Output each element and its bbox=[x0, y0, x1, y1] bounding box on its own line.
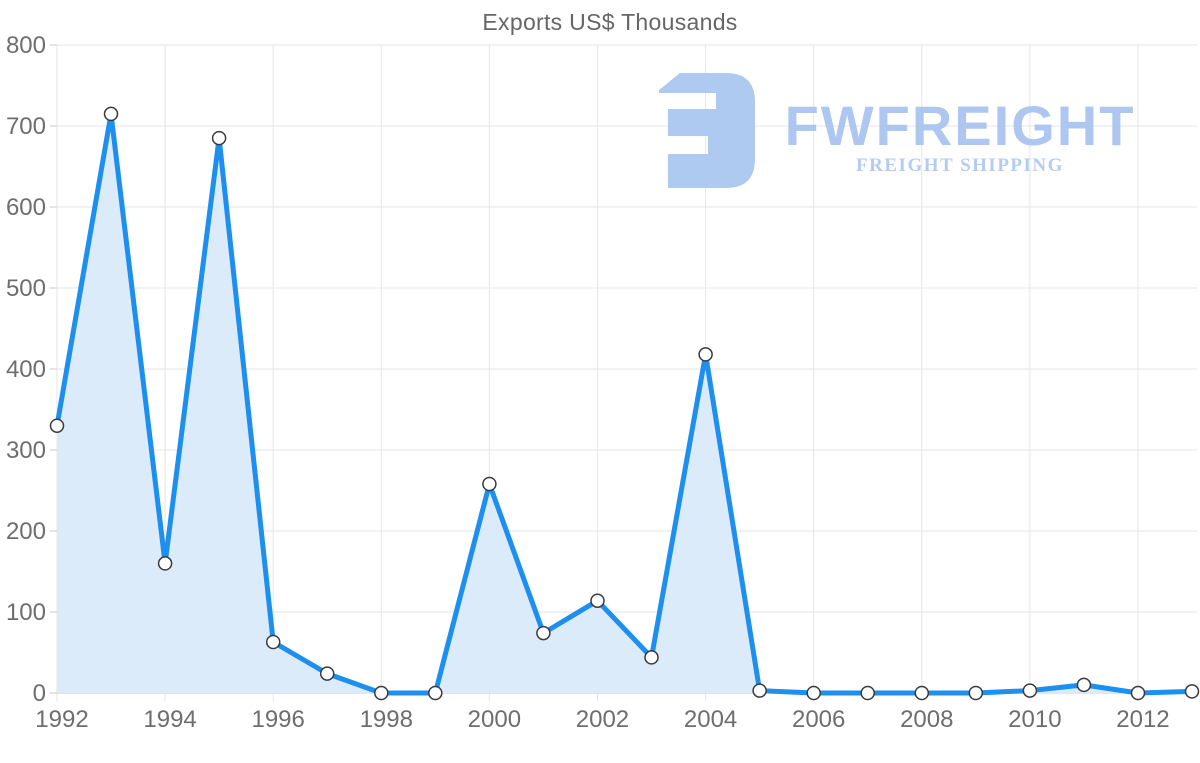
data-point-2013[interactable] bbox=[1184, 684, 1200, 699]
y-axis-tick-label: 700 bbox=[6, 113, 46, 140]
data-point-2012[interactable] bbox=[1130, 685, 1146, 701]
data-point-2004[interactable] bbox=[698, 347, 713, 362]
x-axis-tick-label: 2006 bbox=[792, 706, 845, 733]
y-axis-tick-label: 600 bbox=[6, 194, 46, 221]
series-area-fill bbox=[57, 113, 1192, 693]
series-line bbox=[54, 111, 1195, 696]
data-point-2007[interactable] bbox=[860, 685, 875, 701]
x-axis-tick-label: 2012 bbox=[1116, 706, 1169, 733]
y-axis-tick-label: 400 bbox=[6, 356, 46, 383]
data-point-1999[interactable] bbox=[428, 685, 443, 701]
data-point-1994[interactable] bbox=[157, 556, 173, 571]
x-axis-tick-label: 1994 bbox=[143, 706, 196, 733]
y-axis-tick-label: 200 bbox=[6, 518, 46, 545]
data-point-2000[interactable] bbox=[482, 476, 497, 492]
y-axis-tick-label: 300 bbox=[6, 437, 46, 464]
data-point-2003[interactable] bbox=[644, 650, 659, 665]
x-axis-tick-label: 2008 bbox=[900, 706, 953, 733]
chart-title: Exports US$ Thousands bbox=[482, 9, 738, 35]
x-axis-tick-label: 2000 bbox=[468, 706, 521, 733]
data-point-2009[interactable] bbox=[968, 685, 984, 701]
y-axis-tick-label: 800 bbox=[6, 32, 46, 59]
data-point-2001[interactable] bbox=[536, 625, 551, 641]
x-axis-tick-label: 1998 bbox=[360, 706, 413, 733]
data-point-1996[interactable] bbox=[265, 634, 281, 650]
y-axis-tick-label: 0 bbox=[33, 680, 46, 707]
data-point-2005[interactable] bbox=[752, 683, 767, 698]
x-axis-tick-label: 2010 bbox=[1008, 706, 1061, 733]
x-axis-tick-label: 2004 bbox=[684, 706, 737, 733]
x-axis-tick-label: 1996 bbox=[251, 706, 304, 733]
x-axis-tick-label: 2002 bbox=[576, 706, 629, 733]
data-point-1992[interactable] bbox=[49, 418, 65, 433]
data-point-1995[interactable] bbox=[211, 130, 227, 146]
data-point-1998[interactable] bbox=[374, 685, 389, 701]
y-axis-tick-label: 100 bbox=[6, 599, 46, 626]
data-point-2002[interactable] bbox=[590, 593, 605, 608]
x-axis-tick-label: 1992 bbox=[35, 706, 88, 733]
data-point-2010[interactable] bbox=[1022, 683, 1038, 698]
data-point-2006[interactable] bbox=[806, 685, 821, 701]
data-point-1997[interactable] bbox=[319, 666, 335, 681]
data-point-2008[interactable] bbox=[914, 685, 930, 701]
data-point-1993[interactable] bbox=[103, 106, 119, 122]
y-axis-tick-label: 500 bbox=[6, 275, 46, 302]
data-point-2011[interactable] bbox=[1076, 677, 1092, 693]
